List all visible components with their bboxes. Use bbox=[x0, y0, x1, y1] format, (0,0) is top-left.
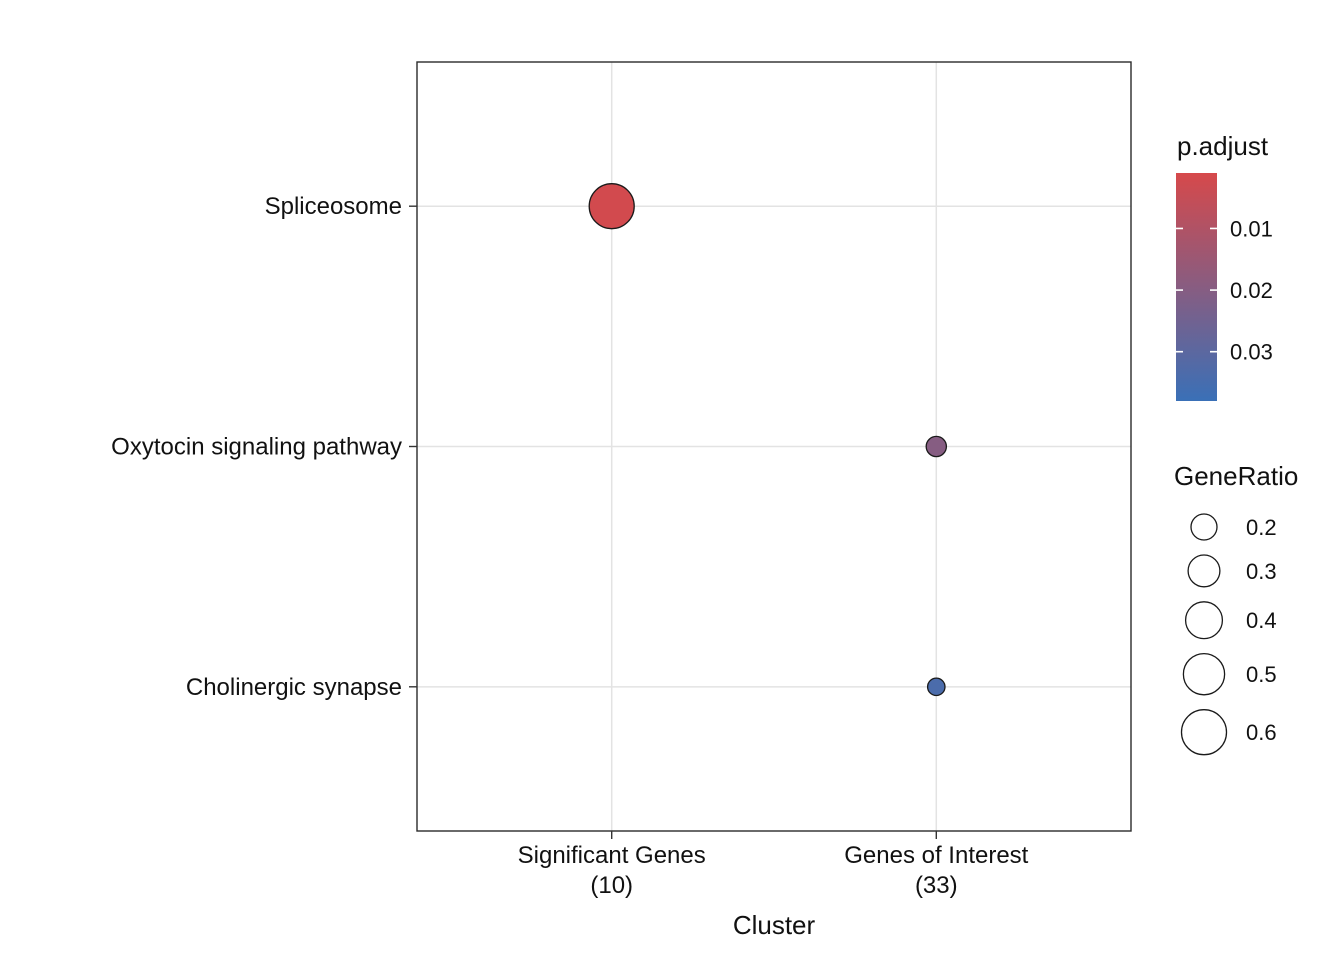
size-legend-circle bbox=[1187, 554, 1221, 588]
x-axis-sublabel: (33) bbox=[915, 872, 958, 899]
size-legend-circle bbox=[1184, 601, 1224, 640]
size-legend-label: 0.2 bbox=[1246, 515, 1277, 540]
x-axis-title: Cluster bbox=[732, 910, 816, 940]
size-legend-label: 0.5 bbox=[1246, 662, 1277, 687]
color-legend-title: p.adjust bbox=[1177, 131, 1269, 161]
size-legend-circle bbox=[1180, 709, 1228, 756]
colorbar-tick-label: 0.01 bbox=[1230, 216, 1273, 241]
colorbar-tick-label: 0.02 bbox=[1230, 278, 1273, 303]
size-legend-title: GeneRatio bbox=[1174, 461, 1299, 491]
size-legend-label: 0.3 bbox=[1246, 559, 1277, 584]
x-axis-sublabel: (10) bbox=[590, 872, 633, 899]
y-axis-label: Spliceosome bbox=[265, 193, 402, 220]
data-point bbox=[926, 677, 946, 697]
colorbar-tick-label: 0.03 bbox=[1230, 340, 1273, 365]
x-axis-label: Genes of Interest bbox=[844, 842, 1028, 869]
data-point bbox=[588, 183, 635, 230]
size-legend-label: 0.4 bbox=[1246, 608, 1277, 633]
size-legend-circle bbox=[1190, 513, 1218, 541]
y-axis-label: Cholinergic synapse bbox=[186, 674, 402, 701]
y-axis-label: Oxytocin signaling pathway bbox=[111, 434, 402, 461]
size-legend-circle bbox=[1182, 652, 1226, 696]
x-axis-label: Significant Genes bbox=[518, 842, 706, 869]
data-point bbox=[925, 435, 948, 458]
colorbar bbox=[1176, 173, 1217, 401]
size-legend-label: 0.6 bbox=[1246, 720, 1277, 745]
